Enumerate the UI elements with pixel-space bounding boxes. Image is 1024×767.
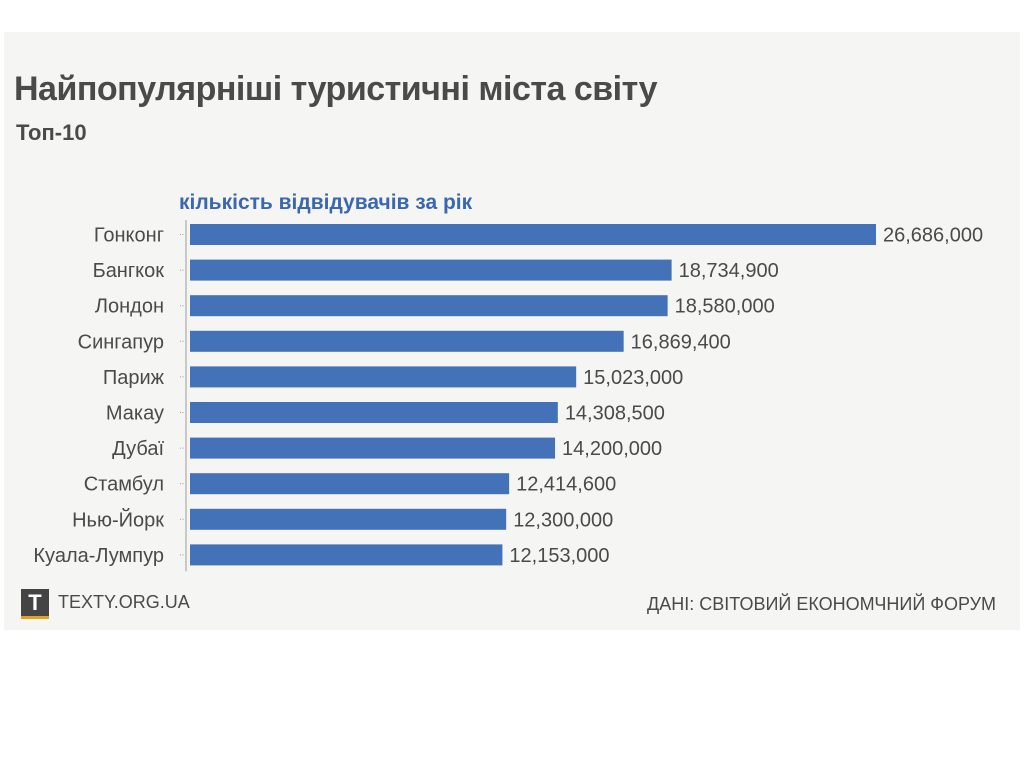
category-label: Сингапур	[78, 331, 164, 353]
texty-logo: T	[21, 589, 49, 619]
bar	[190, 295, 668, 317]
category-label: Париж	[103, 367, 165, 389]
value-label: 14,308,500	[565, 403, 665, 425]
bar	[190, 544, 503, 566]
bar	[190, 330, 624, 352]
bar	[190, 437, 556, 459]
bar	[190, 402, 558, 423]
value-label: 12,300,000	[513, 509, 613, 531]
category-label: Макау	[106, 403, 164, 425]
category-label: Стамбул	[84, 474, 164, 496]
value-label: 14,200,000	[562, 438, 662, 460]
value-label: 18,734,900	[679, 260, 779, 282]
bar	[190, 508, 507, 530]
bar	[190, 366, 577, 388]
bar	[190, 473, 510, 495]
value-label: 12,153,000	[509, 545, 609, 567]
category-label: Нью-Йорк	[72, 507, 164, 531]
category-label: Дубаї	[112, 438, 164, 460]
value-label: 15,023,000	[583, 367, 683, 389]
category-label: Бангкок	[93, 260, 165, 282]
bar-chart: кількість відвідувачів за рік Гонконг 26,6…	[33, 191, 983, 572]
value-label: 18,580,000	[675, 296, 775, 318]
chart-subtitle: Топ-10	[16, 120, 87, 145]
chart-panel: Найпопулярніші туристичні міста світу То…	[4, 32, 1020, 630]
category-label: Лондон	[95, 296, 164, 318]
category-label: Куала-Лумпур	[33, 545, 164, 567]
value-label: 16,869,400	[631, 331, 731, 353]
value-label: 12,414,600	[516, 474, 616, 496]
footer-site-name: TEXTY.ORG.UA	[58, 592, 190, 612]
value-label: 26,686,000	[883, 225, 983, 247]
footer-data-source: ДАНІ: СВІТОВИЙ ЕКОНОМЧНИЙ ФОРУМ	[647, 594, 996, 614]
bar	[190, 259, 672, 281]
chart-title: Найпопулярніші туристичні міста світу	[14, 70, 658, 108]
category-label: Гонконг	[94, 225, 164, 247]
bar	[190, 224, 876, 245]
axis-label: кількість відвідувачів за рік	[179, 191, 473, 214]
